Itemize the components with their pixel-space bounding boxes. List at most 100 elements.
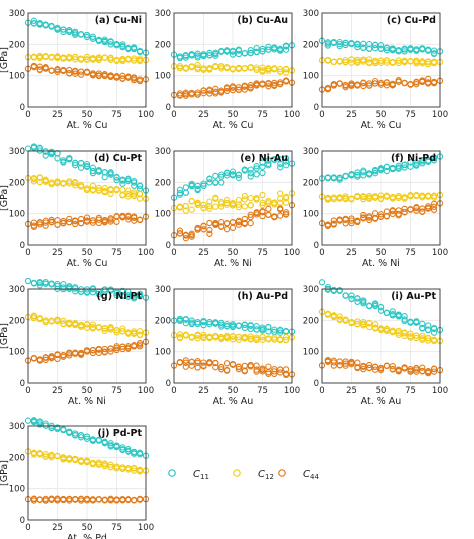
data-point-c12 (42, 177, 49, 185)
data-point-c11 (200, 182, 207, 189)
axes-frame (321, 12, 441, 108)
data-point-c12 (259, 68, 266, 75)
data-point-c44 (212, 90, 219, 97)
data-point-c44 (377, 213, 385, 220)
data-point-c11 (401, 48, 408, 55)
data-point-c11 (113, 443, 120, 451)
y-tick-label: 100 (9, 348, 25, 358)
data-point-c44 (131, 214, 138, 221)
data-point-c12 (194, 199, 201, 206)
data-point-c44 (182, 357, 189, 364)
data-point-c12 (354, 318, 361, 325)
data-point-c11 (253, 326, 260, 333)
legend-label-c12: C12 (258, 469, 274, 481)
data-point-c44 (247, 84, 254, 91)
data-point-c44 (241, 220, 248, 227)
data-point-c11 (265, 46, 272, 53)
data-point-c12 (89, 55, 97, 62)
data-point-c12 (188, 206, 195, 213)
data-point-c44 (66, 66, 73, 74)
x-tick-label: 50 (376, 386, 387, 396)
data-point-c44 (259, 80, 266, 88)
x-tick-label: 100 (284, 386, 300, 396)
data-point-c11 (223, 321, 231, 328)
data-point-c11 (77, 434, 85, 441)
y-tick-label: 200 (155, 316, 171, 326)
data-point-c12 (77, 321, 85, 329)
data-point-c12 (119, 57, 126, 64)
data-point-c44 (77, 71, 85, 78)
data-point-c11 (324, 286, 332, 293)
data-point-c12 (342, 316, 349, 323)
data-point-c12 (95, 324, 102, 331)
data-point-c44 (72, 349, 79, 356)
data-point-c12 (342, 59, 349, 66)
data-point-c44 (348, 215, 355, 222)
x-tick-label: 50 (82, 110, 93, 120)
data-point-c12 (413, 192, 420, 200)
data-point-c44 (95, 70, 102, 77)
data-point-c12 (212, 334, 219, 341)
data-point-c44 (66, 219, 73, 226)
legend-marker-c12 (233, 469, 241, 477)
y-tick-label: 200 (9, 316, 25, 326)
data-point-c12 (229, 202, 237, 209)
data-point-c12 (277, 66, 284, 73)
data-point-c44 (259, 212, 266, 220)
data-point-c12 (401, 194, 408, 201)
data-point-c12 (366, 56, 373, 63)
data-point-c44 (101, 72, 108, 79)
data-point-c11 (188, 180, 195, 188)
data-point-c11 (389, 308, 396, 315)
data-point-c44 (383, 79, 391, 86)
data-point-c44 (330, 359, 337, 366)
legend-label-c11: C11 (193, 469, 209, 481)
data-point-c44 (247, 211, 254, 218)
y-tick-label: 300 (9, 147, 25, 157)
data-point-c11 (383, 309, 391, 317)
axes-frame (27, 150, 147, 246)
data-point-c44 (277, 369, 284, 376)
data-point-c44 (395, 78, 402, 85)
x-tick-label: 75 (405, 386, 416, 396)
data-point-c11 (241, 50, 248, 57)
data-point-c11 (60, 157, 67, 164)
data-point-c11 (66, 284, 73, 291)
data-point-c11 (60, 426, 67, 434)
data-point-c12 (265, 335, 272, 342)
data-point-c12 (330, 313, 337, 321)
data-point-c12 (30, 178, 38, 185)
data-point-c12 (42, 453, 49, 460)
x-tick-label: 100 (432, 110, 448, 120)
data-point-c44 (194, 91, 201, 98)
data-point-c12 (401, 332, 408, 340)
data-point-c11 (182, 52, 189, 59)
data-point-c11 (218, 321, 225, 328)
data-point-c11 (206, 319, 213, 326)
data-point-c11 (136, 182, 144, 189)
data-point-c11 (389, 165, 396, 173)
data-point-c44 (282, 77, 290, 84)
data-point-c12 (101, 327, 108, 335)
data-point-c12 (83, 321, 91, 328)
data-point-c11 (271, 46, 278, 53)
data-point-c12 (218, 335, 225, 342)
data-point-c11 (282, 162, 290, 169)
data-point-c12 (188, 333, 195, 341)
data-point-c11 (113, 41, 120, 48)
data-point-c44 (235, 365, 243, 373)
data-point-c11 (413, 159, 420, 166)
data-point-c44 (206, 90, 213, 97)
data-point-c44 (223, 367, 231, 374)
x-tick-label: 100 (138, 523, 154, 533)
data-point-c11 (253, 323, 260, 330)
data-point-c44 (89, 217, 97, 224)
data-point-c11 (182, 189, 189, 196)
y-tick-label: 100 (155, 72, 171, 82)
data-point-c11 (176, 189, 184, 197)
data-point-c12 (125, 465, 132, 472)
y-tick-label: 100 (9, 210, 25, 220)
data-point-c12 (401, 330, 408, 337)
data-point-c12 (354, 321, 361, 328)
data-point-c12 (425, 192, 432, 200)
